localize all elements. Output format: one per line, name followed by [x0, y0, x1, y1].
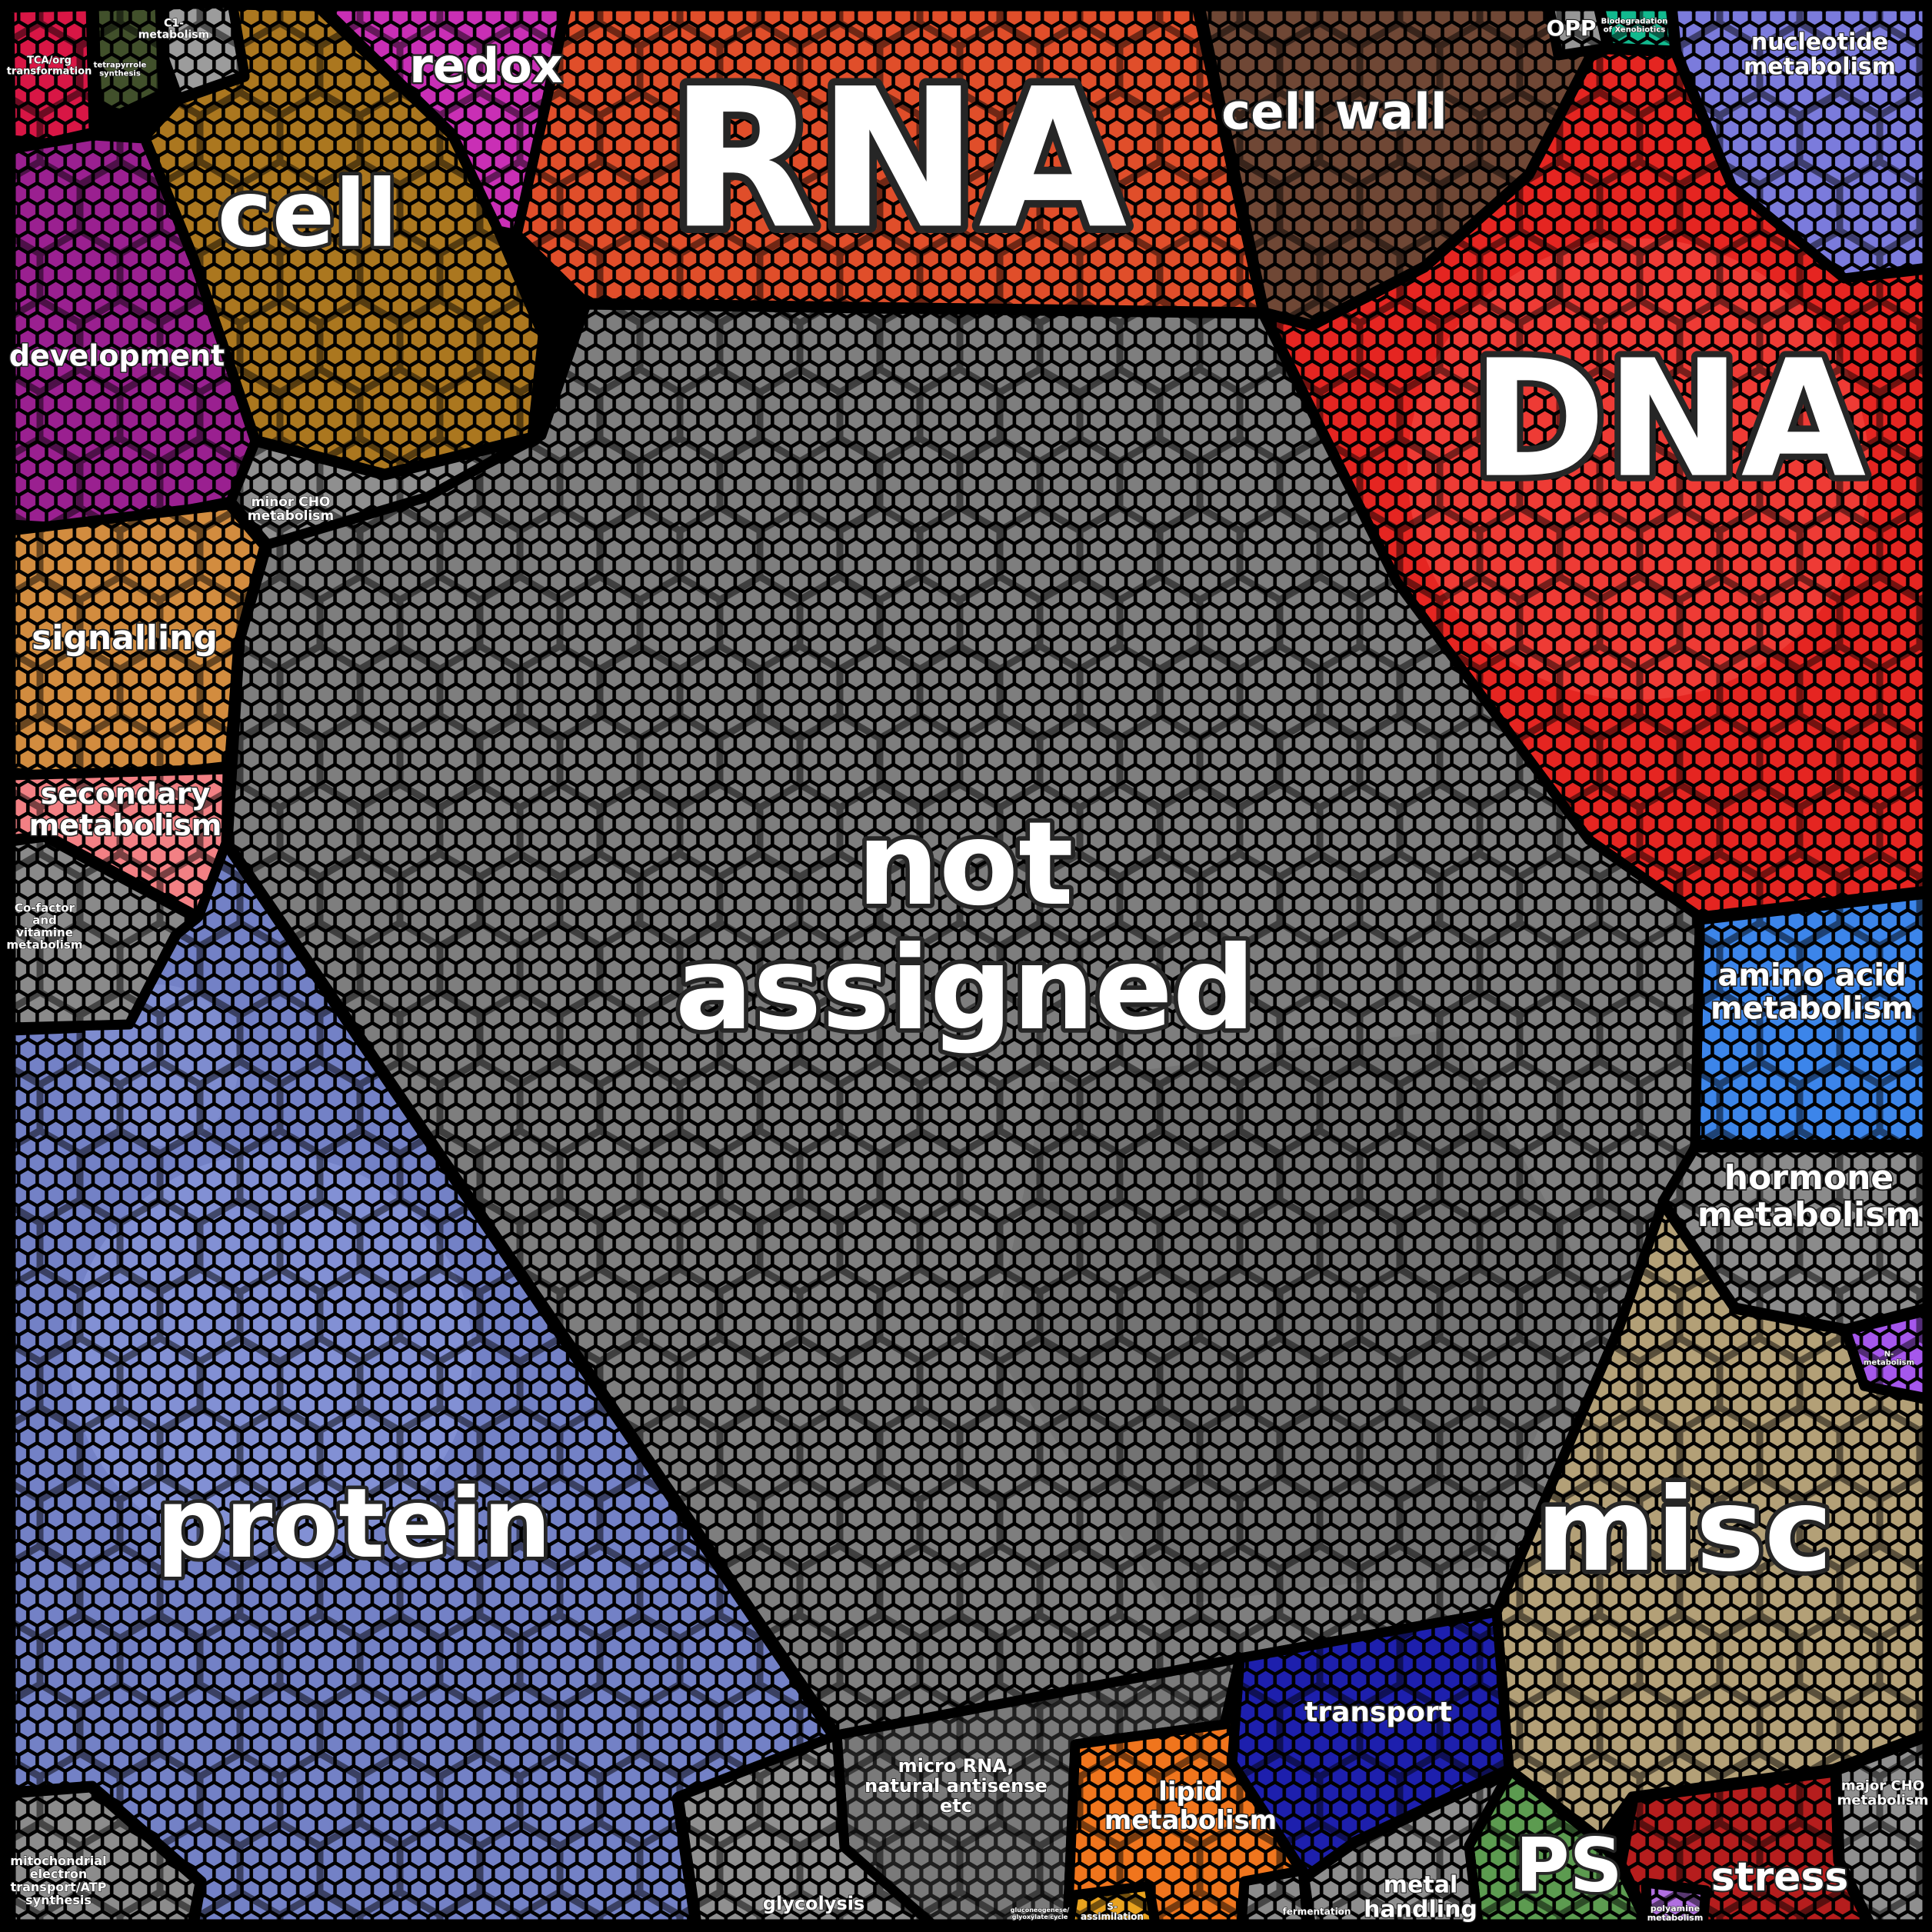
- labels-layer: not assigned RNA DNA cell protein misc developm…: [6, 15, 1929, 1924]
- region-label-dna: DNA: [1472, 325, 1867, 514]
- region-label-ps: PS: [1515, 1822, 1623, 1908]
- region-label-gluconeo: gluconeogenese/glyoxylate cycle: [1011, 1907, 1069, 1920]
- region-label-notassigned: not assigned: [675, 798, 1255, 1056]
- region-label-biodeg: Biodegradation of Xenobiotics: [1601, 18, 1668, 35]
- region-label-fermentation: fermentation: [1283, 1907, 1351, 1917]
- region-label-majorcho: major CHO metabolism: [1837, 1778, 1929, 1809]
- region-label-hormone: hormone metabolism: [1697, 1158, 1920, 1234]
- region-label-sassim: S-assimilation: [1081, 1901, 1144, 1922]
- region-label-redox: redox: [409, 38, 563, 94]
- region-label-minorcho: minor CHO metabolism: [248, 495, 334, 524]
- region-label-tca: TCA/org transformation: [7, 55, 92, 78]
- region-label-transport: transport: [1304, 1697, 1452, 1728]
- region-label-cell: cell: [218, 162, 398, 268]
- region-label-cofactor: Co-factor and vitamine metabolism: [7, 901, 83, 952]
- region-label-tetrapyrrole: tetrapyrrole synthesis: [94, 62, 147, 78]
- region-tetrapyrrole[interactable]: [88, 0, 168, 119]
- region-label-nmet: N-metabolism: [1864, 1351, 1914, 1367]
- region-label-lipid: lipid metabolism: [1104, 1777, 1277, 1836]
- region-label-signalling: signalling: [32, 618, 218, 658]
- region-label-cellwall: cell wall: [1221, 85, 1447, 142]
- region-label-glycolysis: glycolysis: [763, 1893, 864, 1914]
- region-label-protein: protein: [156, 1468, 551, 1580]
- region-label-development: development: [9, 339, 225, 373]
- region-label-metal: metal handling: [1364, 1872, 1477, 1924]
- region-label-polyamine: polyamine metabolism: [1647, 1904, 1704, 1923]
- region-shape-tetrapyrrole[interactable]: [88, 0, 168, 119]
- region-label-c1: C1-metabolism: [138, 18, 209, 42]
- region-label-nucleotide: nucleotide metabolism: [1744, 29, 1896, 81]
- region-label-opp: OPP: [1547, 15, 1597, 41]
- region-label-microrna: micro RNA, natural antisense etc: [864, 1755, 1048, 1817]
- region-label-stress: stress: [1711, 1854, 1849, 1900]
- region-label-rna: RNA: [669, 47, 1127, 271]
- region-label-amino: amino acid metabolism: [1710, 958, 1914, 1027]
- region-label-mito: mitochondrial electron transport/ATP synthe…: [10, 1854, 106, 1907]
- region-label-secondary: secondary metabolism: [29, 777, 222, 842]
- region-label-misc: misc: [1536, 1464, 1833, 1597]
